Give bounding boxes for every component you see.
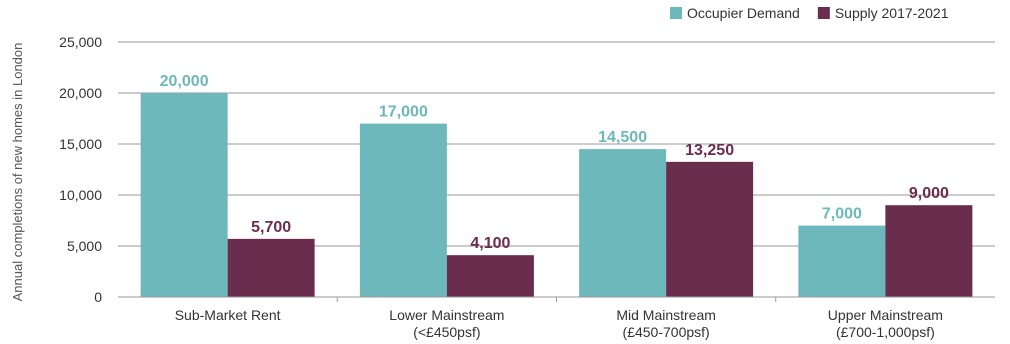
bar <box>579 149 667 297</box>
data-labels: 20,000 5,700 17,000 4,100 14,500 13,250 7,000 9… <box>160 73 949 252</box>
data-label: 13,250 <box>685 142 734 159</box>
legend: Occupier Demand Supply 2017-2021 <box>670 5 949 21</box>
legend-swatch <box>817 7 830 19</box>
bars <box>140 93 973 297</box>
data-label: 14,500 <box>598 129 647 146</box>
legend-swatch <box>670 7 682 19</box>
bar <box>885 205 973 297</box>
gridlines <box>118 41 995 247</box>
y-tick-label: 20,000 <box>59 85 102 101</box>
y-tick-label: 25,000 <box>59 34 102 50</box>
y-tick-label: 15,000 <box>59 136 102 152</box>
data-label: 17,000 <box>379 104 428 121</box>
data-label: 20,000 <box>160 73 209 90</box>
data-label: 5,700 <box>251 219 291 236</box>
y-tick-label: 0 <box>94 289 102 305</box>
x-tick-label: Sub-Market Rent <box>175 307 281 323</box>
x-tick-label: Lower Mainstream (<£450psf) <box>389 307 504 340</box>
x-axis-categories: Sub-Market Rent Lower Mainstream (<£450psf… <box>175 307 943 340</box>
legend-label: Supply 2017-2021 <box>835 5 949 21</box>
bar <box>140 93 228 297</box>
y-axis-label: Annual completions of new homes in Londo… <box>10 43 25 302</box>
y-tick-label: 10,000 <box>59 187 102 203</box>
legend-label: Occupier Demand <box>687 5 800 21</box>
bar <box>446 255 534 297</box>
data-label: 9,000 <box>909 185 949 202</box>
x-tick-label: Mid Mainstream (£450-700psf) <box>616 307 716 340</box>
x-tick-label: Upper Mainstream (£700-1,000psf) <box>828 307 943 340</box>
bar <box>798 225 886 297</box>
data-label: 4,100 <box>470 235 510 252</box>
bar <box>666 161 754 297</box>
bar <box>359 123 447 297</box>
y-tick-label: 5,000 <box>67 238 102 254</box>
bar <box>227 238 315 297</box>
y-axis-ticks: 0 5,000 10,000 15,000 20,000 25,000 <box>59 34 777 305</box>
data-label: 7,000 <box>822 206 862 223</box>
